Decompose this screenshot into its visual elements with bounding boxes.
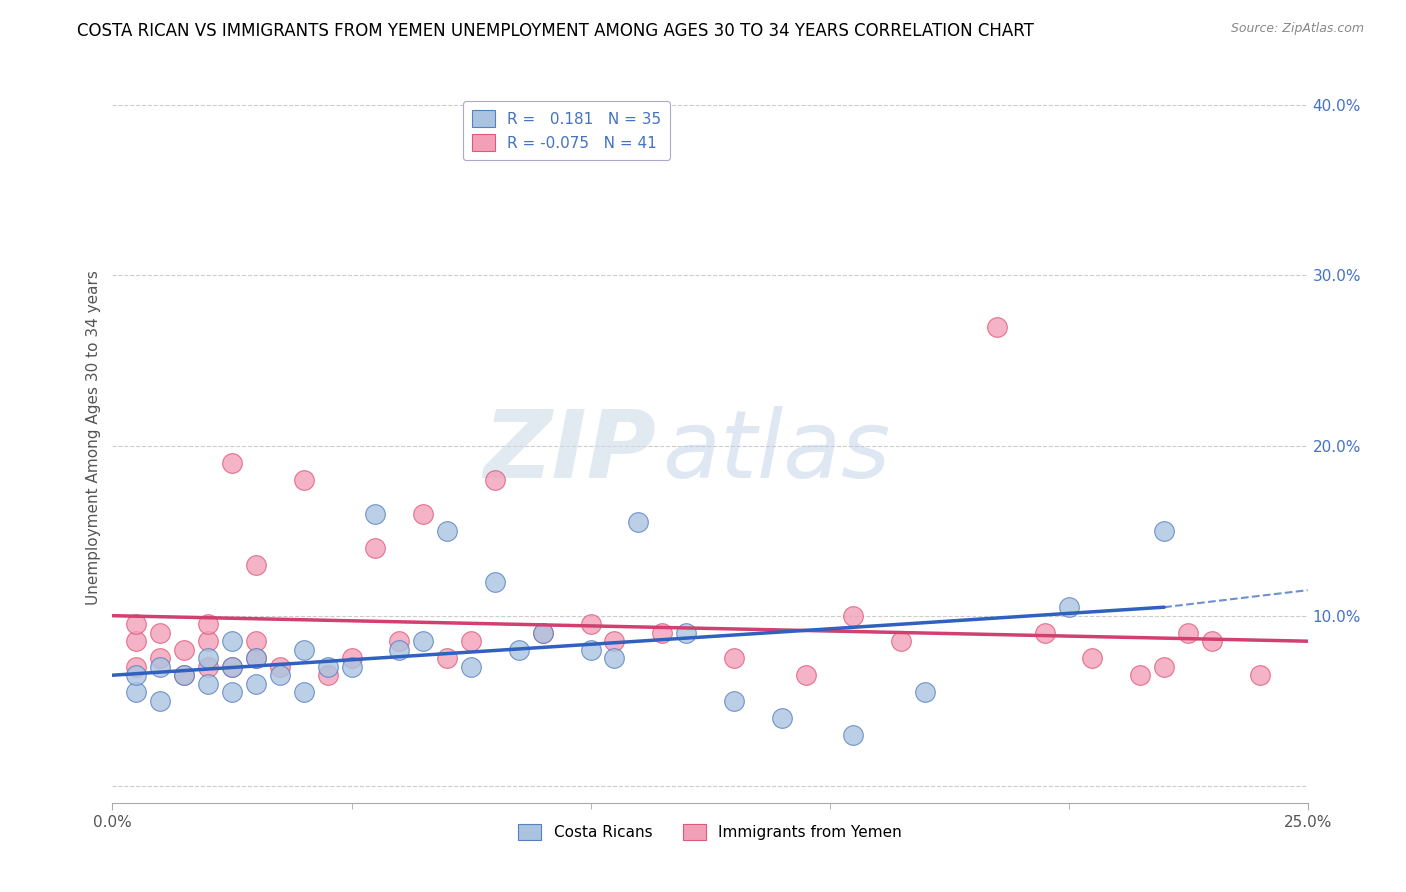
Point xyxy=(245,651,267,665)
Point xyxy=(1201,634,1223,648)
Point xyxy=(412,507,434,521)
Point xyxy=(436,524,458,538)
Point xyxy=(1129,668,1152,682)
Y-axis label: Unemployment Among Ages 30 to 34 years: Unemployment Among Ages 30 to 34 years xyxy=(86,269,101,605)
Point xyxy=(197,634,219,648)
Point xyxy=(794,668,817,682)
Point xyxy=(770,711,793,725)
Point xyxy=(675,625,697,640)
Point xyxy=(1033,625,1056,640)
Point xyxy=(125,685,148,699)
Point xyxy=(579,642,602,657)
Text: atlas: atlas xyxy=(662,406,890,497)
Point xyxy=(245,651,267,665)
Point xyxy=(173,668,195,682)
Point xyxy=(484,574,506,589)
Point xyxy=(340,651,363,665)
Point xyxy=(173,642,195,657)
Point xyxy=(436,651,458,665)
Point xyxy=(340,659,363,673)
Point xyxy=(149,659,172,673)
Point xyxy=(125,668,148,682)
Point xyxy=(603,651,626,665)
Point xyxy=(508,642,530,657)
Point xyxy=(125,659,148,673)
Point xyxy=(269,659,291,673)
Point xyxy=(364,507,387,521)
Point xyxy=(914,685,936,699)
Point xyxy=(221,659,243,673)
Point xyxy=(197,617,219,632)
Point xyxy=(651,625,673,640)
Point xyxy=(1057,600,1080,615)
Point xyxy=(197,677,219,691)
Point xyxy=(460,634,482,648)
Point xyxy=(269,668,291,682)
Point xyxy=(986,319,1008,334)
Point xyxy=(460,659,482,673)
Point xyxy=(149,651,172,665)
Point xyxy=(197,651,219,665)
Point xyxy=(842,728,865,742)
Point xyxy=(221,659,243,673)
Legend: Costa Ricans, Immigrants from Yemen: Costa Ricans, Immigrants from Yemen xyxy=(512,817,908,847)
Point xyxy=(1153,659,1175,673)
Point xyxy=(388,642,411,657)
Point xyxy=(484,473,506,487)
Point xyxy=(531,625,554,640)
Point xyxy=(125,617,148,632)
Point xyxy=(292,685,315,699)
Point xyxy=(245,558,267,572)
Point xyxy=(1081,651,1104,665)
Point xyxy=(364,541,387,555)
Point xyxy=(531,625,554,640)
Point xyxy=(316,668,339,682)
Point xyxy=(221,634,243,648)
Point xyxy=(221,685,243,699)
Point xyxy=(603,634,626,648)
Text: ZIP: ZIP xyxy=(484,406,657,498)
Point xyxy=(221,456,243,470)
Point xyxy=(292,473,315,487)
Point xyxy=(842,608,865,623)
Point xyxy=(723,694,745,708)
Point xyxy=(149,625,172,640)
Point xyxy=(197,659,219,673)
Point xyxy=(1177,625,1199,640)
Point xyxy=(723,651,745,665)
Point xyxy=(890,634,912,648)
Point xyxy=(173,668,195,682)
Point xyxy=(316,659,339,673)
Point xyxy=(388,634,411,648)
Point xyxy=(1249,668,1271,682)
Point xyxy=(149,694,172,708)
Point xyxy=(627,515,650,529)
Point xyxy=(579,617,602,632)
Point xyxy=(245,634,267,648)
Point xyxy=(292,642,315,657)
Point xyxy=(412,634,434,648)
Text: COSTA RICAN VS IMMIGRANTS FROM YEMEN UNEMPLOYMENT AMONG AGES 30 TO 34 YEARS CORR: COSTA RICAN VS IMMIGRANTS FROM YEMEN UNE… xyxy=(77,22,1035,40)
Point xyxy=(125,634,148,648)
Point xyxy=(245,677,267,691)
Text: Source: ZipAtlas.com: Source: ZipAtlas.com xyxy=(1230,22,1364,36)
Point xyxy=(1153,524,1175,538)
